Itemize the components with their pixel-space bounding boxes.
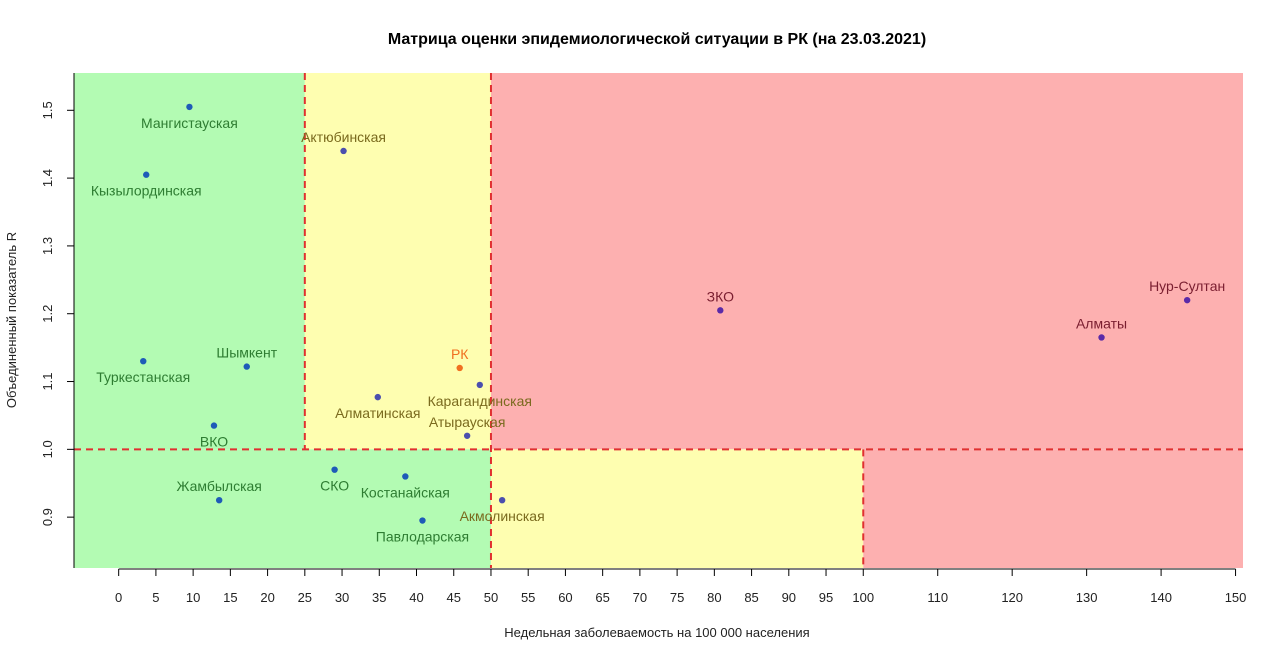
point-label: Туркестанская [96, 369, 190, 385]
x-tick-label: 20 [260, 590, 274, 605]
y-tick-label: 1.4 [40, 169, 55, 187]
point-label: Нур-Султан [1149, 278, 1225, 294]
y-tick-label: 1.1 [40, 372, 55, 390]
x-tick-label: 15 [223, 590, 237, 605]
data-point [498, 496, 506, 504]
point-label: РК [451, 346, 469, 362]
data-point [140, 357, 147, 365]
data-point [717, 307, 724, 314]
x-tick-label: 30 [335, 590, 349, 605]
data-point [143, 171, 150, 178]
point-label: Шымкент [216, 345, 277, 361]
y-tick-label: 0.9 [40, 508, 55, 526]
data-point [210, 422, 218, 429]
point-label: Костанайская [361, 484, 450, 500]
point-label: Акмолинская [460, 508, 545, 524]
point-labels-layer: Мангистауская Кызылординская Туркестанская… [91, 115, 1225, 545]
data-point [1098, 334, 1105, 341]
x-tick-label: 25 [298, 590, 312, 605]
data-point [340, 147, 347, 155]
zones-layer [74, 73, 1243, 568]
x-tick-label: 50 [484, 590, 498, 605]
x-tick-label: 120 [1001, 590, 1023, 605]
data-point [186, 103, 193, 111]
point-label: Алматы [1076, 315, 1127, 331]
point-label: Павлодарская [376, 529, 469, 545]
x-tick-label: 65 [595, 590, 609, 605]
x-tick-label: 90 [782, 590, 796, 605]
x-tick-label: 75 [670, 590, 684, 605]
zone-yellow-1 [304, 73, 491, 450]
x-tick-label: 10 [186, 590, 200, 605]
data-point [476, 381, 483, 389]
data-point [215, 496, 223, 504]
point-label: Атырауская [429, 414, 506, 430]
zone-red-2 [490, 73, 1243, 450]
x-tick-label: 40 [409, 590, 423, 605]
point-label: СКО [320, 478, 349, 494]
data-point [1183, 296, 1191, 304]
y-tick-label: 1.2 [40, 305, 55, 323]
x-axis-label: Недельная заболеваемость на 100 000 насе… [504, 625, 809, 640]
zone-green-3 [74, 449, 491, 568]
x-tick-label: 35 [372, 590, 386, 605]
x-tick-label: 5 [152, 590, 159, 605]
x-tick-label: 70 [633, 590, 647, 605]
point-label: ЗКО [707, 288, 734, 304]
x-tick-label: 95 [819, 590, 833, 605]
point-label: Мангистауская [141, 115, 238, 131]
threshold-lines-layer [74, 73, 1243, 568]
y-tick-label: 1.3 [40, 237, 55, 255]
point-label: ВКО [200, 434, 228, 450]
x-tick-label: 55 [521, 590, 535, 605]
data-point [402, 473, 409, 480]
point-label: Актюбинская [301, 129, 386, 145]
x-tick-label: 110 [927, 590, 948, 605]
x-tick-label: 45 [447, 590, 461, 605]
x-tick-label: 130 [1076, 590, 1098, 605]
x-tick-label: 60 [558, 590, 572, 605]
zone-red-5 [863, 449, 1243, 568]
data-point [456, 364, 463, 372]
x-tick-label: 85 [744, 590, 758, 605]
data-point [419, 517, 426, 524]
point-label: Кызылординская [91, 183, 202, 199]
zone-yellow-4 [490, 449, 864, 568]
data-point [331, 466, 338, 473]
chart-title: Матрица оценки эпидемиологической ситуац… [388, 31, 926, 48]
points-layer [140, 103, 1191, 524]
x-tick-label: 100 [852, 590, 874, 605]
x-tick-label: 80 [707, 590, 721, 605]
y-tick-label: 1.5 [40, 101, 55, 119]
x-tick-label: 0 [115, 590, 122, 605]
data-point [463, 432, 471, 439]
point-label: Алматинская [335, 405, 420, 421]
x-tick-label: 140 [1150, 590, 1172, 605]
axes-layer: 0 5 10 15 20 25 30 35 40 45 50 55 60 65 70 75 80 85 90 95 10… [40, 73, 1246, 605]
x-tick-label: 150 [1225, 590, 1247, 605]
y-tick-label: 1.0 [40, 440, 55, 458]
data-point [243, 363, 250, 370]
data-point [374, 393, 381, 401]
y-axis-label: Объединенный показатель R [4, 232, 19, 408]
point-label: Карагандинская [428, 393, 532, 409]
point-label: Жамбылская [176, 478, 261, 494]
zone-green-0 [74, 73, 305, 450]
